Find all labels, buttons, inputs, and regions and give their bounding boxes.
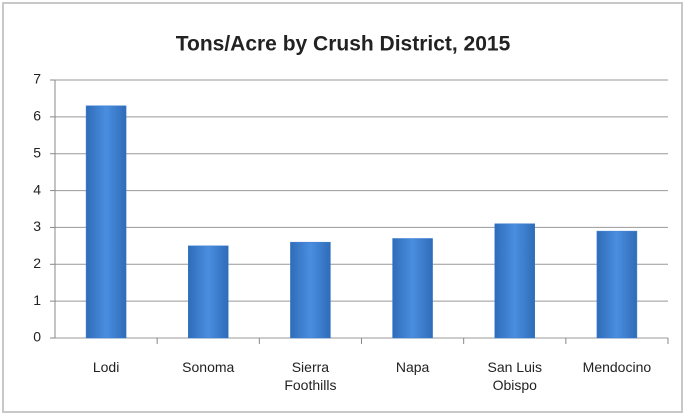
x-tick-label: Mendocino (582, 359, 652, 375)
y-tick-label: 0 (33, 329, 41, 345)
bar (188, 245, 229, 339)
y-tick-label: 5 (33, 144, 41, 160)
bar (392, 238, 433, 339)
x-tick-label: Lodi (92, 359, 120, 375)
y-tick-label: 2 (33, 255, 41, 271)
x-tick-label: Sierra Foothills (284, 359, 337, 393)
bar (596, 230, 638, 339)
bar (290, 241, 331, 339)
y-tick-label: 6 (33, 108, 41, 124)
y-tick-label: 7 (33, 71, 41, 87)
y-tick-label: 3 (33, 218, 41, 234)
x-tick-label: Sonoma (182, 359, 235, 375)
y-tick-label: 1 (33, 292, 41, 308)
x-tick-label: San Luis Obispo (487, 359, 542, 393)
y-tick-label: 4 (33, 181, 41, 197)
x-tick-label: Napa (395, 359, 430, 375)
bar (85, 105, 127, 339)
bar (494, 223, 535, 339)
chart-title: Tons/Acre by Crush District, 2015 (176, 33, 511, 56)
